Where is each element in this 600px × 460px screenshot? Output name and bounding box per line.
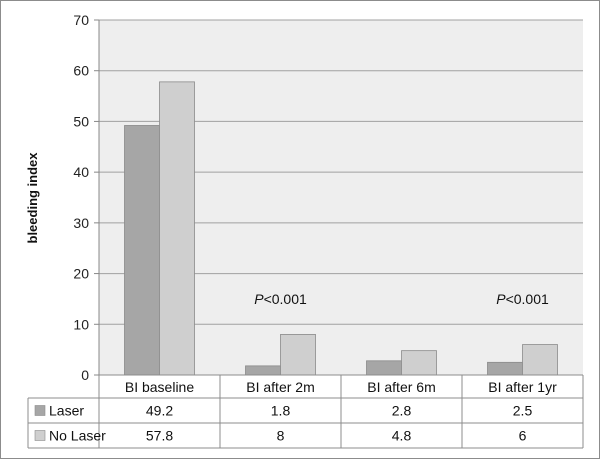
table-value-cell: 4.8 <box>392 428 412 444</box>
p-value-text: <0.001 <box>506 291 549 307</box>
y-tick-label: 30 <box>73 215 89 231</box>
bars <box>124 81 558 376</box>
bar-no-laser <box>401 350 437 376</box>
table-header-cell: BI after 2m <box>246 379 314 395</box>
p-symbol: P <box>254 291 264 307</box>
table-header-cell: BI baseline <box>125 379 194 395</box>
table-header-cell: BI after 6m <box>367 379 435 395</box>
bar-no-laser <box>159 81 195 376</box>
annotations: P<0.001 P<0.001 <box>254 291 549 307</box>
table-value-cell: 8 <box>277 428 285 444</box>
p-value-text: <0.001 <box>264 291 307 307</box>
legend-swatch-no-laser <box>34 430 46 441</box>
bar-no-laser <box>522 344 558 376</box>
p-value-annotation: P<0.001 <box>496 291 549 307</box>
bar-laser <box>124 125 160 376</box>
bar-laser <box>245 365 281 376</box>
y-tick-label: 20 <box>73 266 89 282</box>
bar-laser <box>487 361 523 376</box>
y-tick-label: 40 <box>73 164 89 180</box>
y-tick-label: 70 <box>73 12 89 28</box>
bar-laser <box>366 360 402 376</box>
table-value-cell: 2.5 <box>513 403 533 419</box>
bar-no-laser <box>280 334 316 376</box>
table-value-cell: 6 <box>519 428 527 444</box>
data-table: BI baseline BI after 2m BI after 6m BI afte… <box>27 374 584 449</box>
p-value-annotation: P<0.001 <box>254 291 307 307</box>
legend-swatch-laser <box>34 405 46 416</box>
p-symbol: P <box>496 291 506 307</box>
y-tick-label: 10 <box>73 316 89 332</box>
table-value-cell: 1.8 <box>271 403 291 419</box>
y-tick-label: 50 <box>73 113 89 129</box>
legend-label: Laser <box>49 403 84 419</box>
y-tick-label: 0 <box>81 367 89 383</box>
table-header-cell: BI after 1yr <box>488 379 557 395</box>
table-value-cell: 57.8 <box>146 428 173 444</box>
y-axis-ticks: 0 10 20 30 40 50 60 70 <box>73 12 89 383</box>
y-tick-label: 60 <box>73 63 89 79</box>
table-value-cell: 2.8 <box>392 403 412 419</box>
legend-label: No Laser <box>49 428 106 444</box>
table-value-cell: 49.2 <box>146 403 173 419</box>
y-axis-label: bleeding index <box>25 152 40 244</box>
